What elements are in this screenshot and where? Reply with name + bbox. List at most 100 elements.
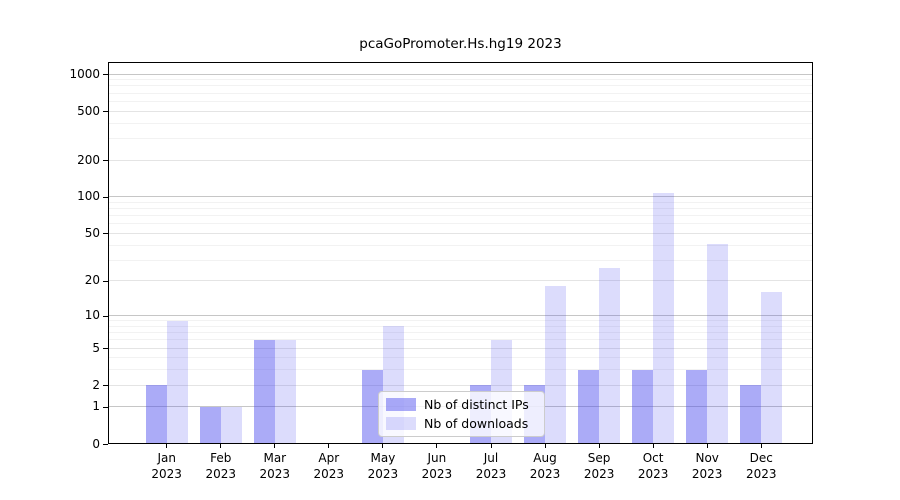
x-tick-jan	[166, 444, 168, 448]
minor-gridline-300	[108, 137, 813, 139]
y-tick-1	[103, 406, 108, 408]
x-tick-label-may: May 2023	[367, 451, 399, 481]
bar-ips-jan	[145, 385, 167, 444]
x-tick-label-dec: Dec 2023	[746, 451, 777, 481]
bar-ips-sep	[578, 369, 600, 444]
y-tick-label-1000: 1000	[69, 66, 100, 81]
x-tick-feb	[220, 444, 222, 448]
y-tick-500	[103, 111, 108, 113]
y-tick-label-50: 50	[84, 225, 100, 240]
x-tick-oct	[652, 444, 654, 448]
sub-gridline-5	[108, 347, 813, 349]
x-tick-jun	[436, 444, 438, 448]
bar-downloads-sep	[599, 267, 621, 444]
bar-downloads-jan	[166, 320, 188, 444]
chart-title: pcaGoPromoter.Hs.hg19 2023	[359, 36, 562, 52]
major-gridline-10	[108, 315, 813, 317]
bar-ips-may	[361, 369, 383, 444]
x-tick-label-mar: Mar 2023	[259, 451, 291, 481]
minor-gridline-30	[108, 259, 813, 261]
bar-downloads-feb	[220, 406, 242, 444]
minor-gridline-600	[108, 100, 813, 102]
legend-swatch-downloads	[386, 417, 416, 431]
minor-gridline-400	[108, 122, 813, 124]
y-tick-0	[103, 444, 108, 445]
minor-gridline-700	[108, 92, 813, 94]
y-tick-20	[103, 280, 108, 282]
x-tick-label-jun: Jun 2023	[421, 451, 453, 481]
x-tick-may	[382, 444, 384, 448]
y-tick-50	[103, 233, 108, 235]
axis-spine-bottom	[108, 443, 813, 444]
y-tick-label-10: 10	[84, 308, 100, 323]
minor-gridline-4	[108, 357, 813, 359]
bar-downloads-dec	[761, 292, 783, 444]
sub-gridline-2	[108, 384, 813, 386]
bar-downloads-aug	[545, 286, 566, 444]
x-tick-apr	[328, 444, 330, 448]
x-tick-label-sep: Sep 2023	[583, 451, 615, 481]
axis-spine-right	[812, 62, 813, 444]
bar-downloads-mar	[274, 339, 296, 444]
plot-area: Nb of distinct IPs Nb of downloads 0 1 2 5 1…	[69, 62, 813, 481]
x-tick-label-nov: Nov 2023	[691, 451, 723, 481]
minor-gridline-900	[108, 79, 813, 81]
x-tick-label-aug: Aug 2023	[529, 451, 561, 481]
x-tick-label-apr: Apr 2023	[313, 451, 345, 481]
sub-gridline-50	[108, 232, 813, 234]
x-tick-label-oct: Oct 2023	[637, 451, 669, 481]
minor-gridline-9	[108, 320, 813, 322]
minor-gridline-800	[108, 85, 813, 87]
minor-gridline-8	[108, 325, 813, 327]
x-tick-label-jan: Jan 2023	[151, 451, 182, 481]
bar-downloads-oct	[653, 192, 675, 444]
y-tick-label-0: 0	[92, 436, 100, 451]
y-tick-1000	[103, 74, 108, 75]
y-tick-label-2: 2	[92, 377, 100, 392]
sub-gridline-200	[108, 159, 813, 161]
bar-downloads-nov	[707, 243, 729, 444]
x-tick-label-jul: Jul 2023	[475, 451, 507, 481]
y-tick-label-5: 5	[92, 340, 100, 355]
minor-gridline-60	[108, 223, 813, 225]
x-tick-sep	[598, 444, 600, 448]
x-tick-nov	[706, 444, 708, 448]
bar-ips-nov	[686, 369, 708, 444]
bar-ips-mar	[253, 339, 275, 444]
legend: Nb of distinct IPs Nb of downloads	[378, 391, 545, 437]
bar-ips-feb	[199, 406, 221, 444]
sub-gridline-20	[108, 280, 813, 282]
legend-label-distinct-ips: Nb of distinct IPs	[424, 396, 529, 412]
minor-gridline-80	[108, 208, 813, 210]
y-tick-5	[103, 348, 108, 349]
legend-label-downloads: Nb of downloads	[424, 416, 529, 432]
axis-spine-left	[108, 62, 109, 444]
sub-gridline-500	[108, 110, 813, 112]
minor-gridline-90	[108, 201, 813, 203]
major-gridline-1000	[108, 73, 813, 75]
y-tick-label-100: 100	[77, 189, 100, 204]
x-tick-mar	[274, 444, 276, 448]
y-tick-label-500: 500	[77, 103, 100, 118]
x-tick-dec	[760, 444, 762, 448]
x-tick-label-feb: Feb 2023	[205, 451, 237, 481]
minor-gridline-70	[108, 215, 813, 217]
y-tick-2	[103, 385, 108, 387]
y-tick-10	[103, 315, 108, 317]
legend-item-distinct-ips: Nb of distinct IPs	[386, 397, 544, 412]
y-tick-label-20: 20	[84, 273, 100, 288]
y-tick-label-1: 1	[92, 399, 100, 414]
minor-gridline-7	[108, 332, 813, 334]
legend-item-downloads: Nb of downloads	[386, 416, 544, 431]
bar-ips-oct	[632, 369, 654, 444]
x-tick-aug	[544, 444, 546, 448]
x-tick-jul	[490, 444, 492, 448]
axis-spine-top	[108, 62, 813, 63]
major-gridline-100	[108, 196, 813, 198]
minor-gridline-40	[108, 244, 813, 246]
bar-ips-dec	[740, 385, 762, 444]
y-tick-label-200: 200	[77, 152, 100, 167]
minor-gridline-3	[108, 369, 813, 371]
legend-swatch-distinct-ips	[386, 397, 416, 411]
